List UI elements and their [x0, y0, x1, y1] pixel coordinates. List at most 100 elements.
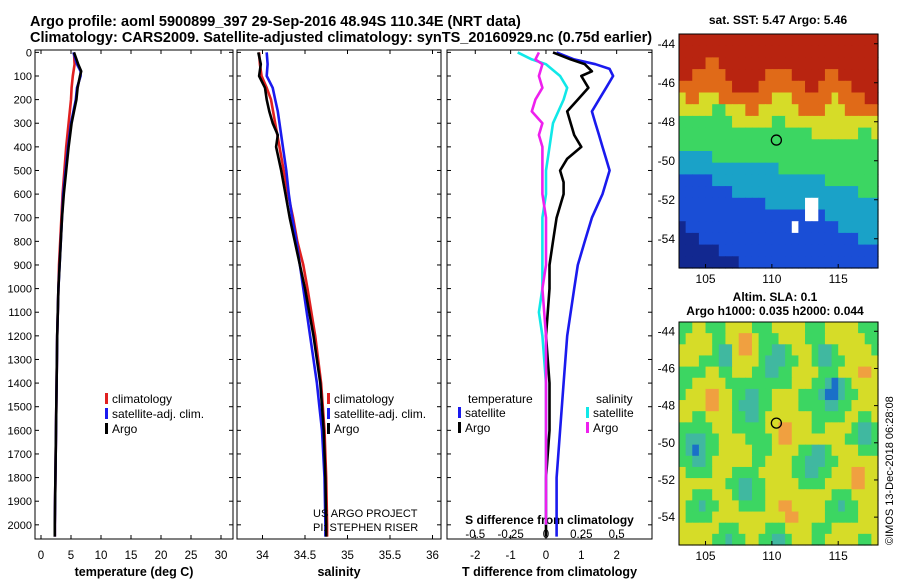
heatmap-cell: [844, 104, 853, 117]
heatmap-cell: [751, 511, 760, 524]
heatmap-cell: [831, 57, 839, 70]
x2-tick-label: 0.25: [570, 529, 592, 541]
heatmap-cell: [805, 57, 813, 70]
heatmap-cell: [692, 411, 700, 423]
heatmap-cell: [771, 388, 780, 401]
heatmap-cell: [738, 366, 746, 379]
heatmap-cell: [685, 500, 693, 513]
heatmap-cell: [844, 333, 853, 345]
heatmap-cell: [824, 478, 833, 490]
heatmap-cell: [725, 489, 733, 501]
heatmap-cell: [791, 151, 799, 164]
heatmap-cell: [758, 377, 766, 390]
heatmap-cell: [811, 489, 819, 501]
heatmap-cell: [778, 411, 786, 423]
heatmap-cell: [725, 45, 733, 58]
heatmap-cell: [871, 344, 879, 357]
heatmap-cell: [858, 533, 866, 546]
heatmap-cell: [778, 162, 786, 175]
heatmap-cell: [811, 80, 819, 94]
heatmap-cell: [811, 400, 819, 412]
heatmap-cell: [738, 151, 746, 164]
heatmap-cell: [705, 197, 713, 211]
heatmap-cell: [798, 478, 806, 490]
legend-swatch: [105, 393, 108, 404]
lat-tick-label: -46: [658, 361, 676, 375]
heatmap-cell: [765, 221, 773, 234]
heatmap-cell: [765, 151, 773, 164]
heatmap-cell: [778, 151, 786, 164]
heatmap-cell: [745, 422, 753, 435]
heatmap-cell: [732, 197, 740, 211]
heatmap-cell: [838, 174, 846, 187]
x2-tick-label: -0.25: [498, 529, 524, 541]
heatmap-cell: [732, 466, 740, 479]
heatmap-cell: [805, 92, 813, 105]
heatmap-cell: [712, 221, 720, 234]
heatmap-cell: [785, 127, 793, 140]
heatmap-cell: [718, 388, 727, 401]
heatmap-cell: [685, 244, 693, 257]
heatmap-cell: [718, 333, 727, 345]
heatmap-cell: [798, 500, 806, 513]
heatmap-cell: [765, 466, 773, 479]
heatmap-cell: [851, 57, 859, 70]
heatmap-cell: [791, 355, 799, 368]
heatmap-cell: [824, 139, 833, 152]
heatmap-cell: [745, 151, 753, 164]
heatmap-cell: [858, 455, 866, 468]
heatmap-cell: [785, 139, 793, 152]
depth-tick-label: 1400: [8, 378, 32, 390]
heatmap-cell: [844, 80, 853, 94]
heatmap-cell: [818, 511, 826, 524]
heatmap-cell: [851, 533, 859, 546]
heatmap-cell: [725, 104, 733, 117]
heatmap-cell: [851, 433, 859, 446]
heatmap-cell: [718, 511, 727, 524]
heatmap-cell: [745, 511, 753, 524]
heatmap-cell: [718, 244, 727, 257]
heatmap-cell: [692, 151, 700, 164]
heatmap-cell: [798, 232, 806, 246]
heatmap-cell: [758, 322, 766, 334]
heatmap-cell: [851, 80, 859, 94]
heatmap-cell: [805, 45, 813, 58]
heatmap-cell: [871, 104, 879, 117]
heatmap-cell: [692, 388, 700, 401]
heatmap-cell: [844, 489, 853, 501]
heatmap-cell: [864, 489, 872, 501]
heatmap-cell: [818, 139, 826, 152]
legend-label: Argo: [334, 422, 360, 436]
heatmap-cell: [732, 411, 740, 423]
heatmap-cell: [791, 466, 799, 479]
series-line-climatology: [257, 52, 329, 537]
heatmap-cell: [778, 80, 786, 94]
heatmap-cell: [858, 377, 866, 390]
heatmap-cell: [692, 209, 700, 222]
heatmap-cell: [798, 174, 806, 187]
heatmap-cell: [791, 232, 799, 246]
heatmap-cell: [778, 433, 786, 446]
heatmap-cell: [838, 162, 846, 175]
heatmap-cell: [778, 45, 786, 58]
heatmap-cell: [705, 322, 713, 334]
heatmap-cell: [765, 433, 773, 446]
heatmap-cell: [765, 92, 773, 105]
heatmap-cell: [871, 333, 879, 345]
heatmap-cell: [732, 478, 740, 490]
lat-tick-label: -54: [658, 510, 676, 524]
heatmap-cell: [718, 139, 727, 152]
heatmap-cell: [785, 69, 793, 82]
heatmap-cell: [798, 151, 806, 164]
heatmap-cell: [685, 57, 693, 70]
heatmap-cell: [864, 92, 872, 105]
heatmap-cell: [824, 151, 833, 164]
heatmap-cell: [692, 433, 700, 446]
lat-tick-label: -48: [658, 115, 676, 129]
heatmap-cell: [765, 174, 773, 187]
heatmap-cell: [851, 186, 859, 199]
heatmap-cell: [732, 344, 740, 357]
heatmap-cell: [738, 478, 746, 490]
heatmap-cell: [751, 444, 760, 457]
heatmap-cell: [838, 115, 846, 129]
